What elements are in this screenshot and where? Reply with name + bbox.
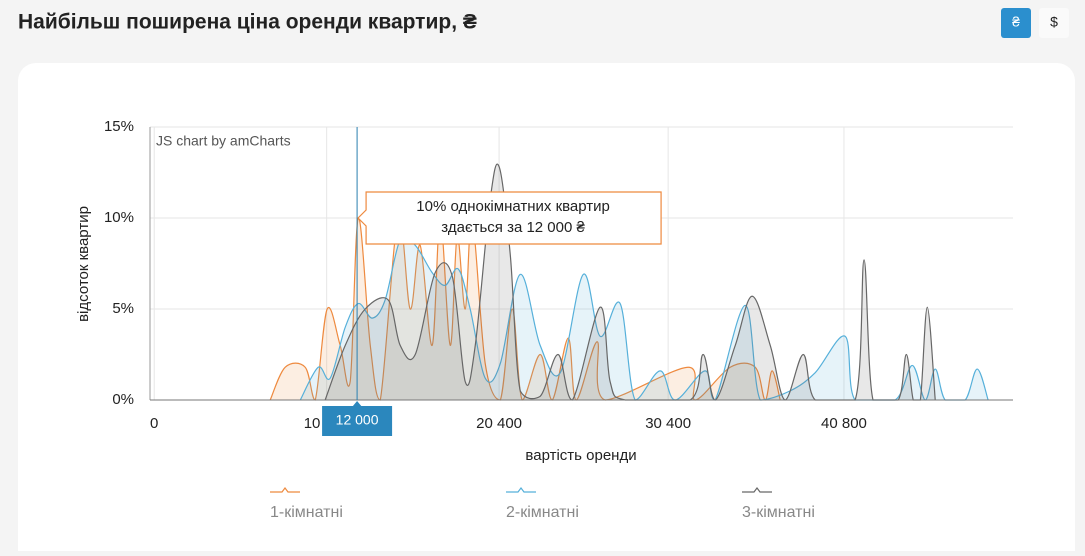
page-title: Найбільш поширена ціна оренди квартир, ₴: [18, 11, 477, 34]
legend-marker: [506, 487, 536, 493]
x-tick-label: 30 400: [645, 415, 691, 432]
legend-label: 2-кімнатні: [506, 504, 579, 521]
tooltip-box: [357, 191, 662, 245]
cursor-badge-pointer: [352, 401, 363, 407]
area-line: [269, 215, 781, 401]
legend-label: 1-кімнатні: [270, 504, 343, 521]
cursor-badge: [322, 406, 393, 436]
y-tick-label: 10%: [104, 209, 134, 226]
cursor-label: 12 000: [336, 412, 379, 428]
card: [18, 63, 1075, 556]
tooltip-text: здається за 12 000 ₴: [441, 219, 585, 236]
area-fill: [325, 164, 936, 400]
x-axis-label: вартість оренди: [525, 447, 636, 464]
x-tick-label: 40 800: [821, 415, 867, 432]
legend-marker: [270, 487, 300, 493]
legend-marker: [742, 487, 772, 493]
currency-button-label[interactable]: ₴: [1012, 14, 1020, 30]
area-fill: [270, 216, 781, 400]
currency-button[interactable]: [1001, 8, 1031, 38]
currency-button[interactable]: [1039, 8, 1069, 38]
tooltip-text: 10% однокімнатних квартир: [416, 198, 610, 215]
legend-label: 3-кімнатні: [742, 504, 815, 521]
area-line: [324, 163, 936, 401]
area-fill: [300, 235, 989, 400]
credit: JS chart by amCharts: [156, 133, 291, 149]
currency-button-label[interactable]: $: [1050, 14, 1058, 30]
y-tick-label: 15%: [104, 118, 134, 135]
x-tick-label: 0: [150, 415, 158, 432]
y-axis-label: відсоток квартир: [75, 206, 92, 322]
y-tick-label: 5%: [112, 300, 134, 317]
y-tick-label: 0%: [112, 391, 134, 408]
x-tick-label: 20 400: [476, 415, 522, 432]
